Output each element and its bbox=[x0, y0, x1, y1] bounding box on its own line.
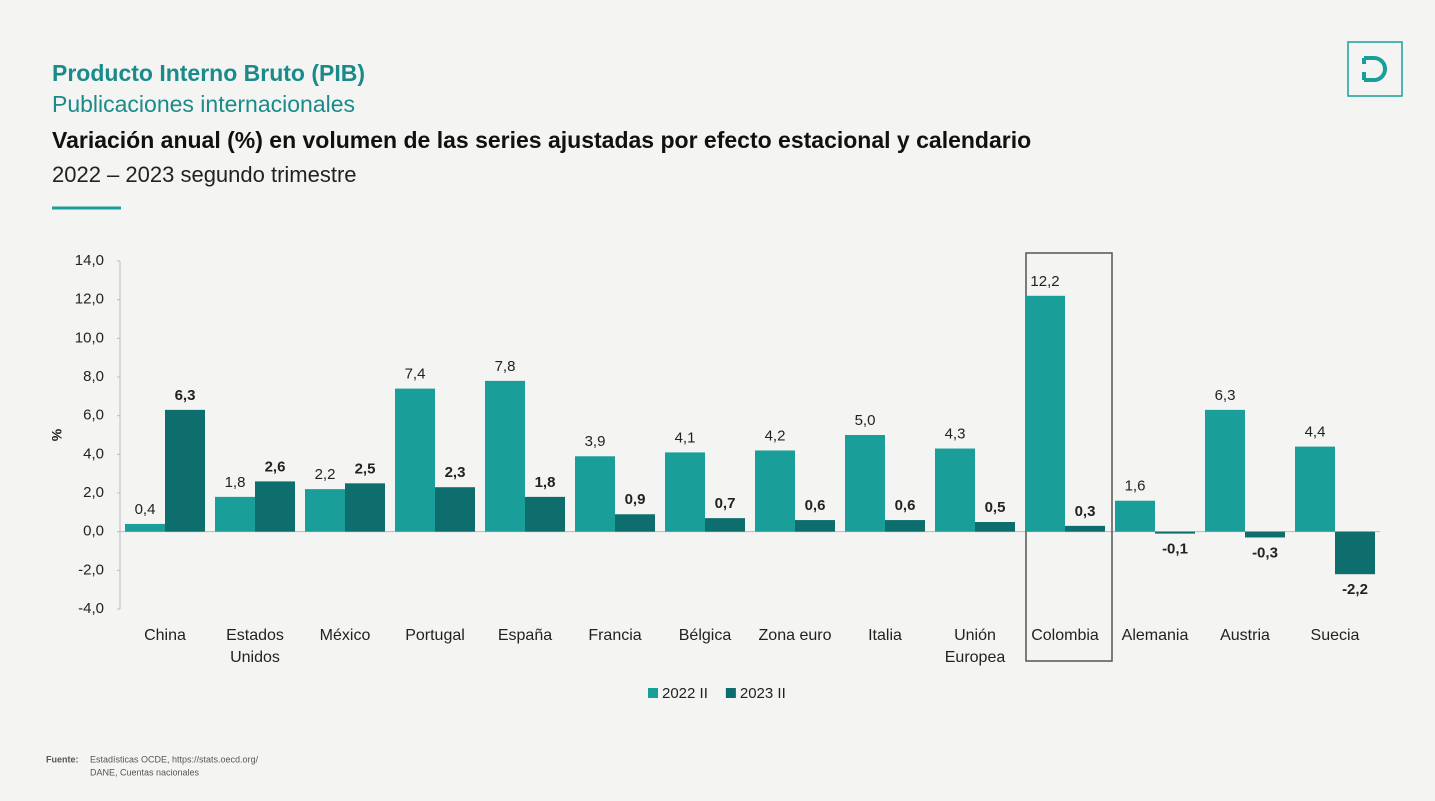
y-tick-label: 8,0 bbox=[83, 368, 104, 385]
value-label: -2,2 bbox=[1342, 581, 1368, 598]
y-tick-label: 14,0 bbox=[75, 252, 104, 269]
value-label: 2,3 bbox=[445, 464, 466, 481]
value-label: -0,3 bbox=[1252, 544, 1278, 561]
value-label: 0,7 bbox=[715, 495, 736, 512]
y-axis-label: % bbox=[49, 428, 65, 441]
page-subtitle: Publicaciones internacionales bbox=[52, 91, 355, 117]
bar bbox=[1335, 531, 1375, 575]
value-label: 0,5 bbox=[985, 499, 1006, 516]
bar bbox=[485, 380, 525, 532]
x-tick-label: Zona euro bbox=[758, 627, 832, 644]
bar bbox=[125, 523, 165, 532]
value-label: 0,9 bbox=[625, 491, 646, 508]
page-title: Producto Interno Bruto (PIB) bbox=[52, 60, 365, 86]
legend-label: 2022 II bbox=[662, 685, 708, 702]
bar bbox=[215, 496, 255, 532]
bar bbox=[795, 520, 835, 532]
x-tick-label: Portugal bbox=[405, 627, 465, 644]
x-tick-label: Unión Europea bbox=[944, 627, 1006, 666]
value-label: 4,1 bbox=[675, 429, 696, 446]
y-tick-label: 2,0 bbox=[83, 484, 104, 501]
source-line: DANE, Cuentas nacionales bbox=[90, 767, 200, 777]
bar bbox=[1115, 500, 1155, 532]
bar bbox=[755, 450, 795, 532]
logo bbox=[1347, 41, 1403, 97]
legend-swatch bbox=[648, 688, 658, 698]
value-label: 2,5 bbox=[355, 460, 376, 477]
source-line: Estadísticas OCDE, https://stats.oecd.or… bbox=[90, 754, 259, 764]
value-label: 0,3 bbox=[1075, 503, 1096, 520]
bar bbox=[935, 448, 975, 532]
value-label: 6,3 bbox=[1215, 387, 1236, 404]
value-label: 2,6 bbox=[265, 458, 286, 475]
value-label: 1,8 bbox=[225, 474, 246, 491]
value-label: 0,4 bbox=[135, 501, 156, 518]
value-label: 0,6 bbox=[895, 497, 916, 514]
bar bbox=[705, 518, 745, 532]
bar bbox=[1025, 295, 1065, 532]
value-label: 5,0 bbox=[855, 412, 876, 429]
bar bbox=[845, 435, 885, 532]
bar bbox=[525, 496, 565, 532]
x-tick-label: España bbox=[497, 627, 553, 644]
value-label: 4,2 bbox=[765, 427, 786, 444]
value-label: 2,2 bbox=[315, 466, 336, 483]
value-label: 12,2 bbox=[1030, 273, 1059, 290]
x-tick-label: China bbox=[144, 627, 186, 644]
y-tick-label: 4,0 bbox=[83, 445, 104, 462]
bar bbox=[255, 481, 295, 532]
bar bbox=[615, 514, 655, 532]
x-tick-label: México bbox=[319, 627, 371, 644]
x-tick-label: Colombia bbox=[1031, 627, 1099, 644]
x-tick-label: Austria bbox=[1220, 627, 1270, 644]
bar bbox=[435, 487, 475, 532]
value-label: 7,8 bbox=[495, 358, 516, 375]
bar bbox=[305, 489, 345, 532]
bar bbox=[1245, 531, 1285, 538]
x-tick-label: Alemania bbox=[1121, 627, 1189, 644]
y-tick-label: 10,0 bbox=[75, 329, 104, 346]
value-label: 1,8 bbox=[535, 474, 556, 491]
bar bbox=[395, 388, 435, 532]
bar bbox=[165, 409, 205, 532]
x-tick-label: Estados Unidos bbox=[226, 627, 284, 666]
bar bbox=[1295, 446, 1335, 532]
y-tick-label: 0,0 bbox=[83, 523, 104, 540]
bar bbox=[575, 456, 615, 532]
chart-title: Variación anual (%) en volumen de las se… bbox=[52, 127, 1031, 153]
value-label: 6,3 bbox=[175, 387, 196, 404]
y-tick-label: -4,0 bbox=[78, 600, 104, 617]
bar bbox=[1155, 531, 1195, 534]
legend-swatch bbox=[725, 688, 736, 698]
value-label: -0,1 bbox=[1162, 541, 1188, 558]
value-label: 1,6 bbox=[1125, 478, 1146, 495]
y-tick-label: -2,0 bbox=[78, 561, 104, 578]
value-label: 3,9 bbox=[585, 433, 606, 450]
bar bbox=[885, 520, 925, 532]
legend-label: 2023 II bbox=[740, 685, 786, 702]
source-label: Fuente: bbox=[46, 754, 79, 764]
logo-mark bbox=[1362, 56, 1387, 82]
y-tick-label: 6,0 bbox=[83, 407, 104, 424]
x-tick-label: Italia bbox=[868, 627, 902, 644]
bar bbox=[975, 522, 1015, 532]
chart-subtitle: 2022 – 2023 segundo trimestre bbox=[52, 162, 357, 187]
x-tick-label: Suecia bbox=[1310, 627, 1360, 644]
value-label: 7,4 bbox=[405, 366, 426, 383]
y-tick-label: 12,0 bbox=[75, 291, 104, 308]
value-label: 4,3 bbox=[945, 426, 966, 443]
bar bbox=[345, 483, 385, 532]
x-tick-label: Francia bbox=[588, 627, 642, 644]
bar bbox=[1205, 409, 1245, 532]
x-tick-label: Bélgica bbox=[678, 627, 732, 644]
value-label: 4,4 bbox=[1305, 424, 1326, 441]
bar bbox=[1065, 525, 1105, 532]
value-label: 0,6 bbox=[805, 497, 826, 514]
bar bbox=[665, 452, 705, 532]
